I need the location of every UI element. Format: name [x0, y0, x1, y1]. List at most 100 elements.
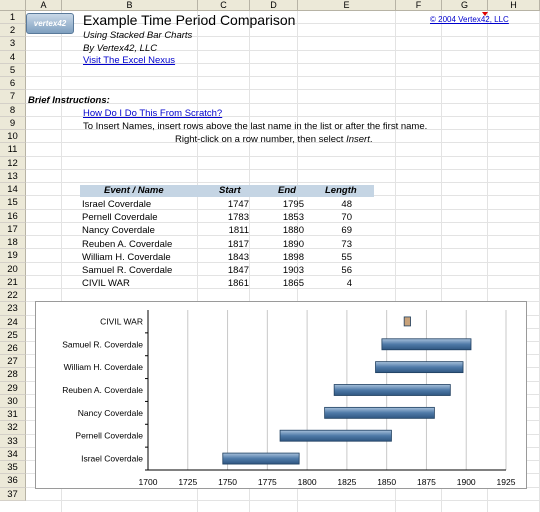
gridline-vertical [395, 11, 396, 512]
table-cell-length[interactable]: 69 [341, 225, 352, 237]
column-header-a[interactable]: A [26, 0, 62, 11]
column-header-h[interactable]: H [488, 0, 540, 11]
table-cell-name[interactable]: Nancy Coverdale [82, 225, 155, 237]
table-cell-end[interactable]: 1880 [282, 225, 304, 237]
row-header-28[interactable]: 28 [0, 368, 26, 382]
gridline-horizontal [26, 115, 540, 117]
comment-indicator-icon[interactable] [482, 12, 488, 16]
row-header-36[interactable]: 36 [0, 474, 26, 488]
column-header-c[interactable]: C [198, 0, 250, 11]
table-cell-length[interactable]: 4 [346, 278, 352, 290]
row-header-25[interactable]: 25 [0, 328, 26, 342]
instruction-line-2: Right-click on a row number, then select… [175, 134, 373, 145]
copyright-link[interactable]: © 2004 Vertex42, LLC [430, 15, 509, 24]
row-header-20[interactable]: 20 [0, 262, 26, 276]
y-category-label: William H. Coverdale [64, 362, 144, 372]
row-header-12[interactable]: 12 [0, 156, 26, 170]
table-cell-end[interactable]: 1898 [282, 251, 304, 263]
instruction-line-2-end: . [369, 134, 373, 145]
howto-link[interactable]: How Do I Do This From Scratch? [83, 108, 223, 119]
gridline-horizontal [26, 221, 540, 223]
row-header-24[interactable]: 24 [0, 315, 26, 329]
row-header-34[interactable]: 34 [0, 447, 26, 462]
table-cell-name[interactable]: William H. Coverdale [82, 251, 171, 263]
x-tick-label: 1775 [258, 477, 277, 487]
row-header-9[interactable]: 9 [0, 116, 26, 131]
gridline-horizontal [26, 168, 540, 170]
row-header-23[interactable]: 23 [0, 302, 26, 316]
table-cell-name[interactable]: Israel Coverdale [82, 199, 152, 210]
row-header-27[interactable]: 27 [0, 355, 26, 369]
row-header-6[interactable]: 6 [0, 77, 26, 91]
gridline-horizontal [26, 23, 540, 25]
table-cell-name[interactable]: Samuel R. Coverdale [82, 265, 173, 277]
table-cell-start[interactable]: 1747 [227, 199, 249, 210]
row-header-18[interactable]: 18 [0, 236, 26, 250]
table-cell-start[interactable]: 1861 [227, 278, 249, 290]
table-cell-name[interactable]: Pernell Coverdale [82, 212, 158, 224]
row-header-35[interactable]: 35 [0, 461, 26, 475]
row-header-1[interactable]: 1 [0, 11, 26, 25]
x-tick-label: 1875 [417, 477, 436, 487]
gridline-horizontal [26, 36, 540, 38]
row-header-5[interactable]: 5 [0, 63, 26, 78]
column-header-g[interactable]: G [442, 0, 488, 11]
row-header-16[interactable]: 16 [0, 209, 26, 223]
table-cell-length[interactable]: 73 [341, 238, 352, 250]
row-header-29[interactable]: 29 [0, 381, 26, 395]
table-cell-end[interactable]: 1853 [282, 212, 304, 224]
gridline-horizontal [26, 182, 540, 184]
gridline-horizontal [26, 288, 540, 290]
row-header-15[interactable]: 15 [0, 196, 26, 210]
gridline-vertical [297, 11, 298, 512]
table-cell-start[interactable]: 1811 [228, 225, 249, 237]
table-cell-start[interactable]: 1817 [227, 238, 249, 250]
table-cell-end[interactable]: 1890 [282, 238, 304, 250]
row-header-13[interactable]: 13 [0, 169, 26, 184]
table-cell-end[interactable]: 1795 [282, 199, 304, 210]
row-header-19[interactable]: 19 [0, 249, 26, 263]
chart-bar [333, 384, 451, 396]
row-header-22[interactable]: 22 [0, 289, 26, 303]
table-cell-length[interactable]: 48 [341, 199, 352, 210]
row-header-30[interactable]: 30 [0, 394, 26, 409]
timeline-chart[interactable]: 1700 1725 1750 1775 1800 1825 1850 1875 1900 1925… [35, 301, 527, 489]
header-start: Start [219, 185, 241, 196]
table-cell-length[interactable]: 56 [341, 265, 352, 277]
row-header-21[interactable]: 21 [0, 275, 26, 290]
row-header-8[interactable]: 8 [0, 103, 26, 117]
row-header-17[interactable]: 17 [0, 222, 26, 237]
table-cell-end[interactable]: 1865 [282, 278, 304, 290]
table-cell-start[interactable]: 1847 [227, 265, 249, 277]
row-header-32[interactable]: 32 [0, 421, 26, 435]
row-header-7[interactable]: 7 [0, 90, 26, 104]
gridline-horizontal [26, 155, 540, 157]
row-header-26[interactable]: 26 [0, 342, 26, 356]
row-header-11[interactable]: 11 [0, 143, 26, 157]
table-cell-length[interactable]: 70 [341, 212, 352, 224]
row-header-14[interactable]: 14 [0, 183, 26, 197]
column-header-f[interactable]: F [396, 0, 442, 11]
row-header-10[interactable]: 10 [0, 130, 26, 144]
row-header-3[interactable]: 3 [0, 37, 26, 51]
select-all-corner[interactable] [0, 0, 26, 11]
table-cell-name[interactable]: Reuben A. Coverdale [82, 238, 173, 250]
column-header-e[interactable]: E [298, 0, 396, 11]
row-header-4[interactable]: 4 [0, 50, 26, 64]
column-header-d[interactable]: D [250, 0, 298, 11]
row-header-33[interactable]: 33 [0, 434, 26, 448]
gridline-horizontal [26, 261, 540, 263]
row-header-2[interactable]: 2 [0, 24, 26, 38]
row-header-31[interactable]: 31 [0, 408, 26, 422]
table-cell-start[interactable]: 1843 [227, 251, 249, 263]
table-cell-length[interactable]: 55 [341, 251, 352, 263]
row-header-37[interactable]: 37 [0, 487, 26, 501]
table-cell-end[interactable]: 1903 [282, 265, 304, 277]
table-cell-start[interactable]: 1783 [227, 212, 249, 224]
visit-excel-nexus-link[interactable]: Visit The Excel Nexus [83, 55, 176, 66]
instruction-line-2-text: Right-click on a row number, then select [175, 134, 347, 145]
byline: By Vertex42, LLC [83, 43, 158, 54]
column-header-b[interactable]: B [62, 0, 198, 11]
table-cell-name[interactable]: CIVIL WAR [82, 278, 130, 290]
